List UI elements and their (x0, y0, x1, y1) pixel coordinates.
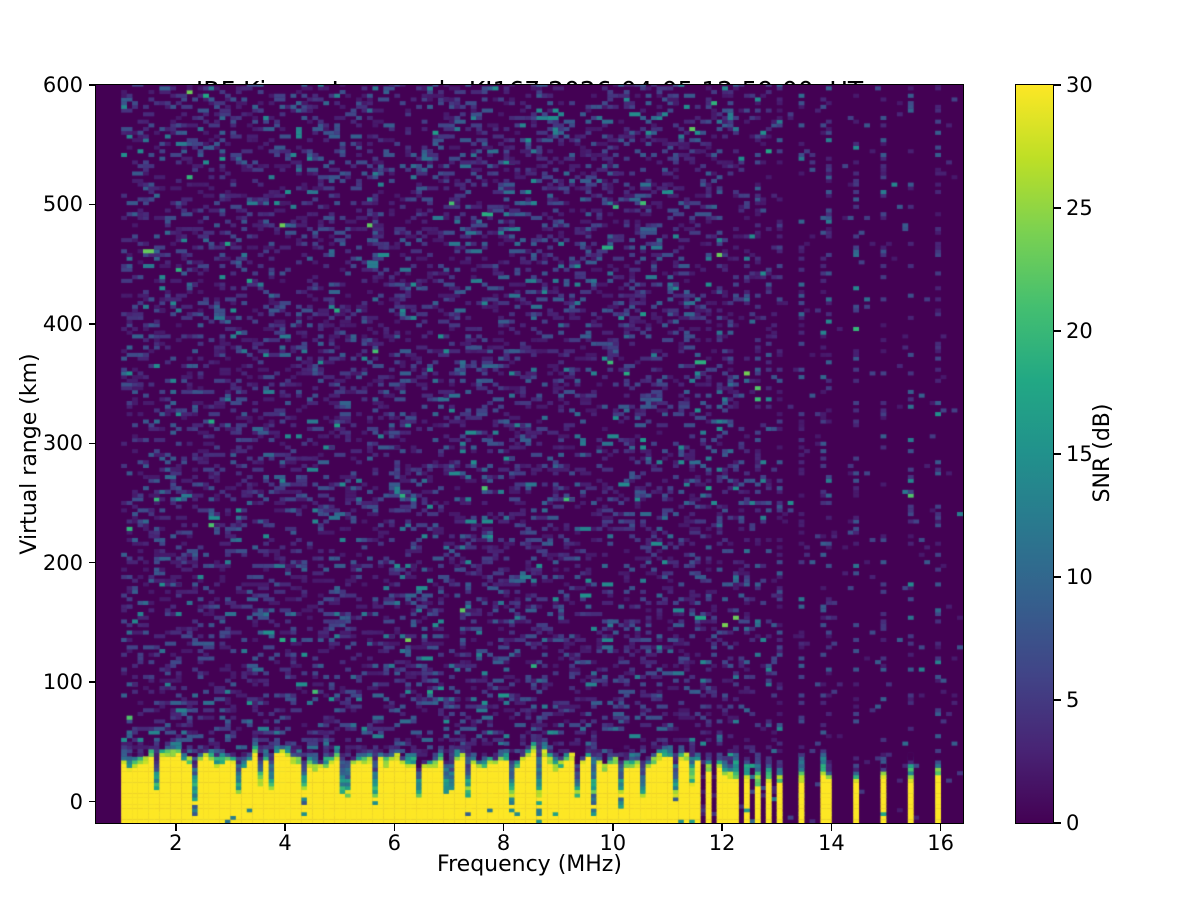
x-tick-label: 6 (387, 831, 401, 855)
colorbar-tick-mark (1054, 84, 1061, 86)
y-tick-label: 0 (69, 789, 83, 814)
x-tick-label: 14 (817, 831, 845, 855)
x-tick-label: 12 (708, 831, 736, 855)
x-tick-mark (393, 824, 396, 831)
y-tick-mark (89, 323, 96, 325)
x-tick-mark (502, 824, 505, 831)
colorbar-label: SNR (dB) (1090, 403, 1115, 503)
y-tick-mark (89, 203, 96, 206)
x-tick-label: 2 (169, 831, 183, 855)
x-tick-mark (939, 824, 942, 831)
colorbar-tick-label: 0 (1066, 811, 1080, 835)
colorbar-tick-mark (1054, 330, 1061, 332)
colorbar-tick-label: 10 (1066, 565, 1093, 589)
colorbar-tick-mark (1054, 453, 1061, 455)
y-tick-label: 200 (42, 550, 83, 575)
x-tick-label: 10 (599, 831, 627, 855)
y-tick-label: 300 (42, 431, 83, 456)
y-tick-label: 400 (42, 311, 83, 336)
colorbar-tick-label: 15 (1066, 442, 1093, 466)
x-tick-mark (612, 824, 614, 831)
x-tick-label: 16 (927, 831, 954, 855)
x-tick-label: 4 (278, 831, 292, 855)
colorbar-tick-mark (1054, 699, 1061, 701)
y-tick-label: 100 (42, 670, 83, 695)
ionogram-heatmap-canvas (96, 85, 963, 823)
x-tick-mark (721, 824, 723, 831)
x-tick-mark (284, 824, 286, 831)
colorbar-tick-mark (1054, 207, 1061, 209)
y-tick-mark (89, 681, 96, 683)
colorbar-tick-mark (1054, 822, 1061, 824)
x-tick-label: 8 (496, 831, 511, 855)
x-tick-mark (175, 824, 177, 831)
y-tick-mark (89, 84, 96, 86)
colorbar-tick-label: 30 (1066, 73, 1093, 97)
colorbar (1015, 84, 1054, 824)
y-tick-mark (89, 442, 96, 444)
colorbar-tick-label: 5 (1066, 688, 1080, 712)
colorbar-tick-label: 25 (1066, 196, 1093, 220)
x-tick-mark (830, 824, 833, 831)
colorbar-tick-label: 20 (1066, 319, 1093, 343)
x-axis-label: Frequency (MHz) (437, 852, 622, 877)
colorbar-tick-mark (1054, 576, 1061, 578)
y-tick-label: 500 (42, 192, 83, 217)
y-axis-label: Virtual range (km) (17, 353, 42, 555)
y-tick-label: 600 (42, 73, 83, 97)
y-tick-mark (89, 800, 96, 803)
y-tick-mark (89, 561, 96, 564)
